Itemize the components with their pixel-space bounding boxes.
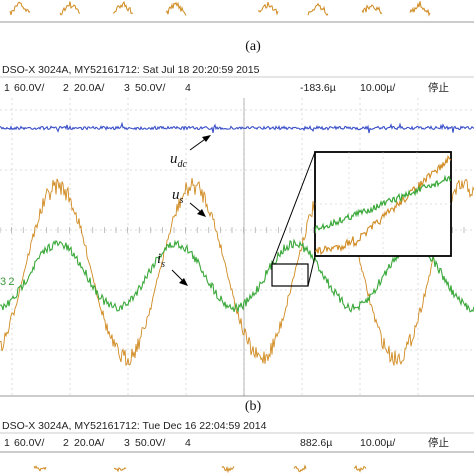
c-ch1-number: 1 xyxy=(4,437,10,449)
zoom-leader-bottom xyxy=(307,255,316,287)
arrow-us-head xyxy=(197,209,206,217)
channel-ground-marker: 3 2 xyxy=(0,276,14,288)
panel-c-trace-peak xyxy=(33,465,47,472)
panel-a-trace-peak xyxy=(112,1,134,14)
panel-c-trace-starts xyxy=(33,464,367,474)
caption-a: (a) xyxy=(245,39,261,54)
zoom-source-box xyxy=(271,263,309,287)
arrow-is-head xyxy=(179,278,188,286)
c-ch2-scale: 20.0A/ xyxy=(74,437,104,449)
panel-a-trace-peak xyxy=(361,4,383,15)
panel-a-trace-peak xyxy=(409,1,431,17)
time-per-div: 10.00µ/ xyxy=(360,82,395,94)
caption-b: (b) xyxy=(245,399,262,414)
run-status: 停止 xyxy=(428,81,449,94)
panel-c-trace-peak xyxy=(353,464,367,473)
trace-udc xyxy=(0,121,474,134)
c-time-position: 882.6µ xyxy=(300,437,332,449)
panel-a-trace-tops xyxy=(9,1,431,17)
panel-c-trace-peak xyxy=(114,467,127,473)
panel-a-trace-peak xyxy=(9,1,31,16)
c-ch3-number: 3 xyxy=(124,437,130,449)
label-us: us xyxy=(172,187,184,206)
c-ch1-scale: 60.0V/ xyxy=(14,437,44,449)
trace-labels: udc us is xyxy=(157,135,211,286)
label-is: is xyxy=(157,251,165,270)
panel-a-trace-peak xyxy=(307,2,329,16)
c-time-per-div: 10.00µ/ xyxy=(360,437,395,449)
time-position: -183.6µ xyxy=(300,82,336,94)
inset-trace-us xyxy=(315,154,451,256)
inset-trace-is xyxy=(315,174,451,234)
panel-a-remnant xyxy=(0,0,474,23)
arrow-udc-head xyxy=(202,135,211,142)
ch3-scale: 50.0V/ xyxy=(135,82,165,94)
ch4-number: 4 xyxy=(185,82,191,94)
ch1-number: 1 xyxy=(4,82,10,94)
trace-us xyxy=(0,177,474,367)
inset-grid xyxy=(315,152,451,256)
panel-a-trace-peak xyxy=(257,1,279,16)
panel-a-trace-peak xyxy=(165,1,187,16)
c-ch3-scale: 50.0V/ xyxy=(135,437,165,449)
zoom-inset xyxy=(314,151,452,257)
panel-c-trace-peak xyxy=(293,464,307,473)
ch3-number: 3 xyxy=(124,82,130,94)
panel-c-header: DSO-X 3024A, MY52161712: Tue Dec 16 22:0… xyxy=(0,420,474,474)
c-ch2-number: 2 xyxy=(63,437,69,449)
label-udc: udc xyxy=(170,151,188,170)
scope-header-text-c: DSO-X 3024A, MY52161712: Tue Dec 16 22:0… xyxy=(2,420,267,432)
panel-c-trace-peak xyxy=(221,465,235,474)
zoom-leader-top xyxy=(271,151,316,265)
panel-b-header: DSO-X 3024A, MY52161712: Sat Jul 18 20:2… xyxy=(0,60,474,98)
c-run-status: 停止 xyxy=(428,436,449,449)
ch2-number: 2 xyxy=(63,82,69,94)
zoom-indicator xyxy=(271,151,316,287)
panel-a-trace-peak xyxy=(59,1,81,16)
ch2-scale: 20.0A/ xyxy=(74,82,104,94)
c-ch4-number: 4 xyxy=(185,437,191,449)
ch1-scale: 60.0V/ xyxy=(14,82,44,94)
scope-header-text: DSO-X 3024A, MY52161712: Sat Jul 18 20:2… xyxy=(2,64,260,76)
trace-is xyxy=(0,238,474,313)
